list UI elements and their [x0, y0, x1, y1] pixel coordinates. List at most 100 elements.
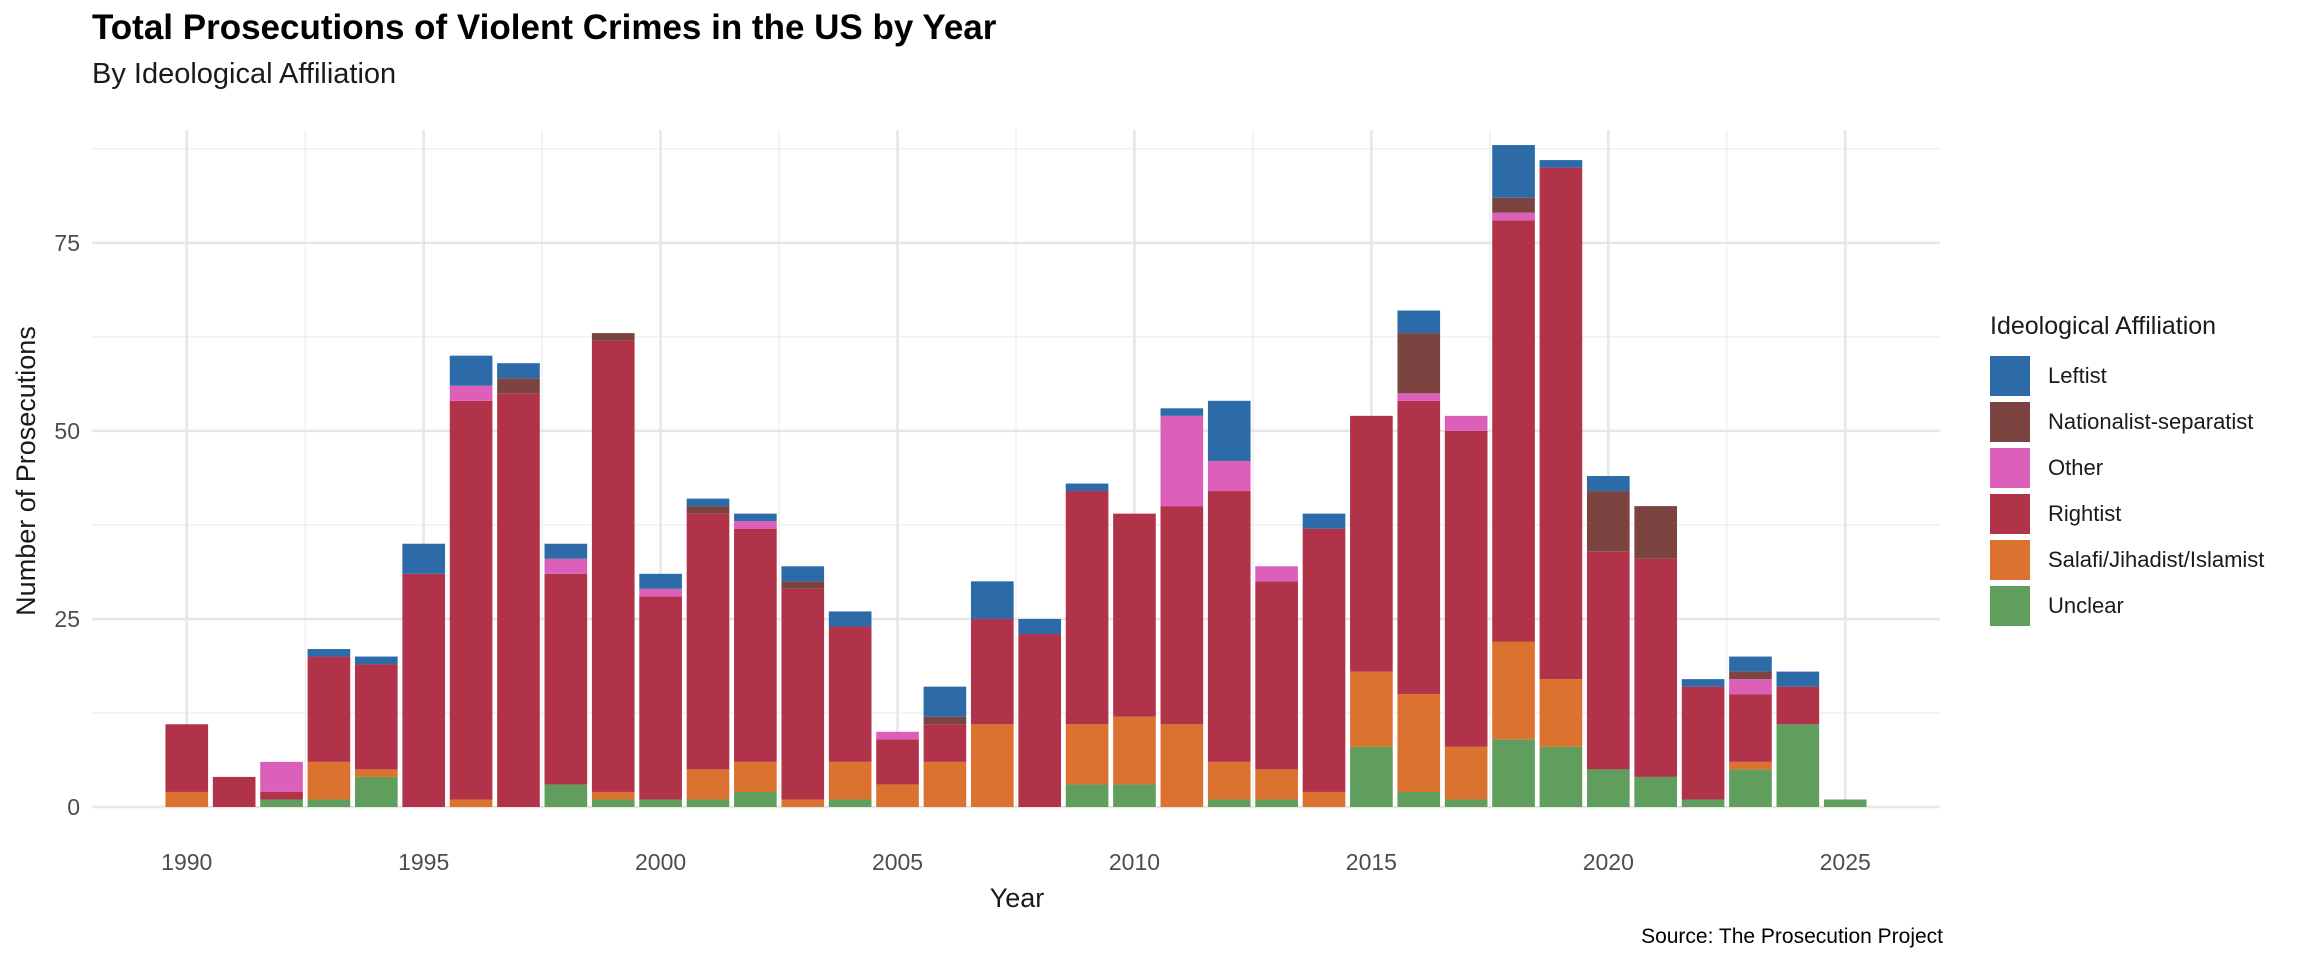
bar-2001-rightist — [686, 513, 730, 770]
legend-item: Nationalist-separatist — [1990, 399, 2264, 445]
x-tick-label: 2000 — [635, 849, 686, 875]
bar-2012-salafi-jihadist-islamist — [1207, 761, 1251, 800]
bar-1994-rightist — [354, 664, 398, 770]
bar-2005-other — [876, 731, 919, 740]
bar-1999-nationalist-separatist — [591, 333, 635, 341]
bar-2013-other — [1255, 566, 1298, 582]
x-tick-label: 2015 — [1346, 849, 1397, 875]
bar-2012-leftist — [1207, 400, 1251, 461]
bar-1993-unclear — [307, 799, 351, 807]
bar-2002-rightist — [734, 528, 777, 762]
legend-swatch — [1990, 494, 2030, 534]
bar-2018-unclear — [1492, 739, 1535, 807]
x-tick-label: 2005 — [872, 849, 923, 875]
bar-1998-other — [544, 558, 588, 574]
legend-label: Other — [2048, 455, 2104, 480]
bar-2006-leftist — [923, 686, 967, 717]
bar-2017-rightist — [1444, 430, 1488, 747]
x-tick-label: 2020 — [1583, 849, 1634, 875]
bar-1999-unclear — [591, 799, 635, 807]
bar-2002-leftist — [734, 513, 777, 522]
x-tick-label: 1995 — [398, 849, 449, 875]
bar-2014-salafi-jihadist-islamist — [1302, 791, 1346, 807]
chart-subtitle: By Ideological Affiliation — [92, 58, 397, 90]
chart-title: Total Prosecutions of Violent Crimes in … — [92, 8, 997, 47]
bar-1999-rightist — [591, 340, 635, 792]
bar-2003-salafi-jihadist-islamist — [781, 799, 825, 807]
legend-swatch — [1990, 356, 2030, 396]
bar-1993-leftist — [307, 649, 351, 657]
bar-2006-rightist — [923, 724, 967, 762]
bar-2017-other — [1444, 415, 1488, 431]
bar-1993-salafi-jihadist-islamist — [307, 761, 351, 800]
bar-2005-salafi-jihadist-islamist — [876, 784, 919, 807]
bar-1992-rightist — [260, 791, 303, 800]
bar-2022-leftist — [1681, 679, 1725, 687]
bar-2023-rightist — [1729, 694, 1772, 762]
bar-2015-unclear — [1350, 746, 1393, 807]
bar-1996-leftist — [449, 355, 493, 386]
bar-2007-salafi-jihadist-islamist — [970, 724, 1014, 807]
bar-2010-unclear — [1113, 784, 1156, 807]
bar-2022-rightist — [1681, 686, 1725, 800]
legend-item: Leftist — [1990, 353, 2264, 399]
bar-2017-unclear — [1444, 799, 1488, 807]
bar-2005-rightist — [876, 739, 919, 785]
bar-2006-salafi-jihadist-islamist — [923, 761, 967, 807]
bar-2016-salafi-jihadist-islamist — [1397, 694, 1441, 792]
bar-2001-unclear — [686, 799, 730, 807]
bar-1998-leftist — [544, 543, 588, 559]
bar-1995-rightist — [402, 573, 446, 807]
bar-2017-salafi-jihadist-islamist — [1444, 746, 1488, 800]
bar-1991-rightist — [212, 776, 256, 807]
legend-label: Rightist — [2048, 501, 2122, 526]
bar-2010-salafi-jihadist-islamist — [1113, 716, 1156, 785]
bar-2004-leftist — [828, 611, 872, 627]
bar-1998-unclear — [544, 784, 588, 807]
legend-label: Unclear — [2048, 593, 2124, 618]
bar-2009-unclear — [1065, 784, 1109, 807]
legend-item: Rightist — [1990, 491, 2264, 537]
bar-2000-unclear — [639, 799, 682, 807]
bar-2011-other — [1160, 415, 1204, 507]
bar-2016-rightist — [1397, 400, 1441, 695]
bar-2023-nationalist-separatist — [1729, 671, 1772, 680]
bar-2013-salafi-jihadist-islamist — [1255, 769, 1298, 800]
bar-1997-rightist — [497, 393, 540, 807]
legend-swatch — [1990, 540, 2030, 580]
bar-2025-unclear — [1823, 799, 1867, 807]
bar-2013-rightist — [1255, 581, 1298, 770]
bar-2012-rightist — [1207, 491, 1251, 762]
bars — [165, 145, 1867, 807]
bar-2009-salafi-jihadist-islamist — [1065, 724, 1109, 785]
legend-label: Leftist — [2048, 363, 2107, 388]
bar-2002-other — [734, 521, 777, 529]
bar-2020-nationalist-separatist — [1586, 491, 1630, 552]
bar-2010-rightist — [1113, 513, 1156, 717]
bar-2016-leftist — [1397, 310, 1441, 334]
bar-1997-leftist — [497, 363, 540, 379]
bar-2015-salafi-jihadist-islamist — [1350, 671, 1393, 747]
bar-2018-rightist — [1492, 220, 1535, 642]
bar-1994-unclear — [354, 776, 398, 807]
legend-items: Leftist Nationalist-separatist Other Righti… — [1990, 353, 2264, 629]
bar-2014-leftist — [1302, 513, 1346, 529]
bar-2000-rightist — [639, 596, 682, 800]
bar-2015-rightist — [1350, 415, 1393, 672]
bar-2020-leftist — [1586, 476, 1630, 492]
bar-2012-other — [1207, 460, 1251, 492]
bar-2003-leftist — [781, 566, 825, 582]
bar-2007-leftist — [970, 581, 1014, 619]
bar-2012-unclear — [1207, 799, 1251, 807]
legend-item: Other — [1990, 445, 2264, 491]
bar-2021-nationalist-separatist — [1634, 506, 1678, 559]
bar-1994-leftist — [354, 656, 398, 665]
bar-2020-unclear — [1586, 769, 1630, 807]
bar-1999-salafi-jihadist-islamist — [591, 791, 635, 800]
bar-2000-leftist — [639, 573, 682, 589]
bar-2002-unclear — [734, 791, 777, 807]
bar-2019-unclear — [1539, 746, 1583, 807]
bar-1994-salafi-jihadist-islamist — [354, 769, 398, 777]
bar-2003-nationalist-separatist — [781, 581, 825, 589]
